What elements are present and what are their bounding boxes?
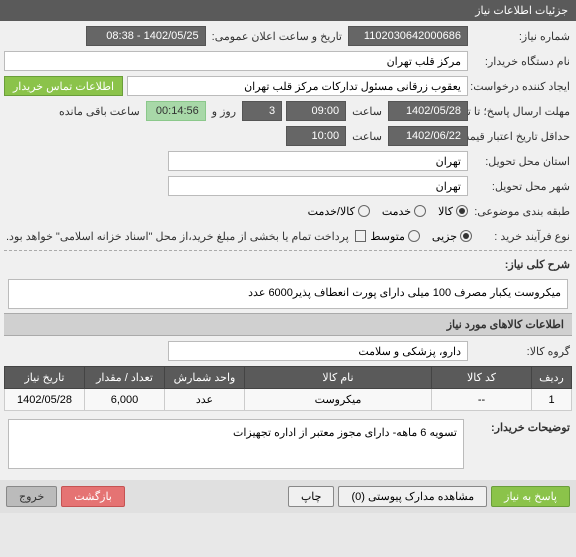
buyer-value: مرکز قلب تهران <box>4 51 468 71</box>
goods-info-title: اطلاعات کالاهای مورد نیاز <box>4 313 572 336</box>
th-name: نام کالا <box>245 367 432 389</box>
deadline-time: 09:00 <box>286 101 346 121</box>
remaining-label: ساعت باقی مانده <box>57 105 142 118</box>
announce-value: 1402/05/25 - 08:38 <box>86 26 206 46</box>
city-value: تهران <box>168 176 468 196</box>
td-code: -- <box>432 389 532 411</box>
print-button[interactable]: چاپ <box>288 486 335 507</box>
category-label: طبقه بندی موضوعی: <box>472 205 572 218</box>
th-qty: تعداد / مقدار <box>85 367 165 389</box>
deadline-date: 1402/05/28 <box>388 101 468 121</box>
row-buyer: نام دستگاه خریدار: مرکز قلب تهران <box>4 50 572 72</box>
contact-info-button[interactable]: اطلاعات تماس خریدار <box>4 76 123 96</box>
th-row: ردیف <box>532 367 572 389</box>
validity-label: حداقل تاریخ اعتبار قیمت؛ تا تاریخ: <box>472 130 572 143</box>
footer-right: بازگشت خروج <box>6 486 125 507</box>
row-creator: ایجاد کننده درخواست: یعقوب زرقانی مسئول … <box>4 75 572 97</box>
td-row: 1 <box>532 389 572 411</box>
row-validity: حداقل تاریخ اعتبار قیمت؛ تا تاریخ: 1402/… <box>4 125 572 147</box>
deadline-label: مهلت ارسال پاسخ؛ تا تاریخ: <box>472 105 572 118</box>
back-button[interactable]: بازگشت <box>61 486 125 507</box>
payment-checkbox[interactable] <box>355 230 367 242</box>
countdown-timer: 00:14:56 <box>146 101 206 121</box>
creator-label: ایجاد کننده درخواست: <box>472 80 572 93</box>
td-name: میکروست <box>245 389 432 411</box>
desc-box: میکروست یکبار مصرف 100 میلی دارای پورت ا… <box>8 279 568 309</box>
process-radio-group: جزیی متوسط <box>370 230 472 243</box>
req-no-value: 1102030642000686 <box>348 26 468 46</box>
validity-time: 10:00 <box>286 126 346 146</box>
td-date: 1402/05/28 <box>5 389 85 411</box>
buyer-notes-box: تسویه 6 ماهه- دارای مجوز معتبر از اداره … <box>8 419 464 469</box>
separator-1 <box>4 250 572 251</box>
respond-button[interactable]: پاسخ به نیاز <box>491 486 570 507</box>
city-label: شهر محل تحویل: <box>472 180 572 193</box>
announce-label: تاریخ و ساعت اعلان عمومی: <box>210 30 344 43</box>
table-header-row: ردیف کد کالا نام کالا واحد شمارش تعداد /… <box>5 367 572 389</box>
goods-table: ردیف کد کالا نام کالا واحد شمارش تعداد /… <box>4 366 572 411</box>
req-no-label: شماره نیاز: <box>472 30 572 43</box>
time-label-1: ساعت <box>350 105 384 118</box>
province-value: تهران <box>168 151 468 171</box>
panel-title: جزئیات اطلاعات نیاز <box>475 5 568 17</box>
table-row[interactable]: 1 -- میکروست عدد 6,000 1402/05/28 <box>5 389 572 411</box>
days-label: روز و <box>210 105 238 118</box>
row-goods-group: گروه کالا: دارو، پزشکی و سلامت <box>4 340 572 362</box>
radio-partial[interactable]: جزیی <box>432 230 472 243</box>
row-desc-title: شرح کلی نیاز: <box>4 253 572 275</box>
process-label: نوع فرآیند خرید : <box>476 230 572 243</box>
goods-group-label: گروه کالا: <box>472 345 572 358</box>
buyer-label: نام دستگاه خریدار: <box>472 55 572 68</box>
radio-partial-label: جزیی <box>432 230 457 243</box>
row-buyer-notes: توضیحات خریدار: تسویه 6 ماهه- دارای مجوز… <box>4 415 572 473</box>
radio-medium-label: متوسط <box>370 230 405 243</box>
td-qty: 6,000 <box>85 389 165 411</box>
buyer-notes-label: توضیحات خریدار: <box>472 415 572 434</box>
footer-left: پاسخ به نیاز مشاهده مدارک پیوستی (0) چاپ <box>288 486 570 507</box>
form-area: شماره نیاز: 1102030642000686 تاریخ و ساع… <box>0 21 576 480</box>
time-label-2: ساعت <box>350 130 384 143</box>
radio-goods-label: کالا <box>438 205 453 218</box>
payment-note: پرداخت تمام یا بخشی از مبلغ خرید،از محل … <box>4 230 351 243</box>
radio-medium[interactable]: متوسط <box>370 230 420 243</box>
th-unit: واحد شمارش <box>165 367 245 389</box>
radio-dot-goods <box>456 205 468 217</box>
category-radio-group: کالا خدمت کالا/خدمت <box>308 205 468 218</box>
radio-service-label: خدمت <box>382 205 411 218</box>
th-date: تاریخ نیاز <box>5 367 85 389</box>
row-req-no: شماره نیاز: 1102030642000686 تاریخ و ساع… <box>4 25 572 47</box>
attachments-button[interactable]: مشاهده مدارک پیوستی (0) <box>338 486 487 507</box>
row-city: شهر محل تحویل: تهران <box>4 175 572 197</box>
footer: پاسخ به نیاز مشاهده مدارک پیوستی (0) چاپ… <box>0 480 576 513</box>
radio-goods-service[interactable]: کالا/خدمت <box>308 205 370 218</box>
exit-button[interactable]: خروج <box>6 486 57 507</box>
td-unit: عدد <box>165 389 245 411</box>
row-deadline: مهلت ارسال پاسخ؛ تا تاریخ: 1402/05/28 سا… <box>4 100 572 122</box>
validity-date: 1402/06/22 <box>388 126 468 146</box>
desc-title: شرح کلی نیاز: <box>503 258 572 271</box>
radio-dot-medium <box>408 230 420 242</box>
th-code: کد کالا <box>432 367 532 389</box>
row-category: طبقه بندی موضوعی: کالا خدمت کالا/خدمت <box>4 200 572 222</box>
radio-service[interactable]: خدمت <box>382 205 426 218</box>
radio-dot-goods-service <box>358 205 370 217</box>
radio-goods[interactable]: کالا <box>438 205 468 218</box>
radio-dot-service <box>414 205 426 217</box>
goods-group-value: دارو، پزشکی و سلامت <box>168 341 468 361</box>
creator-value: یعقوب زرقانی مسئول تدارکات مرکز قلب تهرا… <box>127 76 468 96</box>
radio-goods-service-label: کالا/خدمت <box>308 205 355 218</box>
row-province: استان محل تحویل: تهران <box>4 150 572 172</box>
radio-dot-partial <box>460 230 472 242</box>
row-process: نوع فرآیند خرید : جزیی متوسط پرداخت تمام… <box>4 225 572 247</box>
days-value: 3 <box>242 101 282 121</box>
province-label: استان محل تحویل: <box>472 155 572 168</box>
panel-header: جزئیات اطلاعات نیاز <box>0 0 576 21</box>
